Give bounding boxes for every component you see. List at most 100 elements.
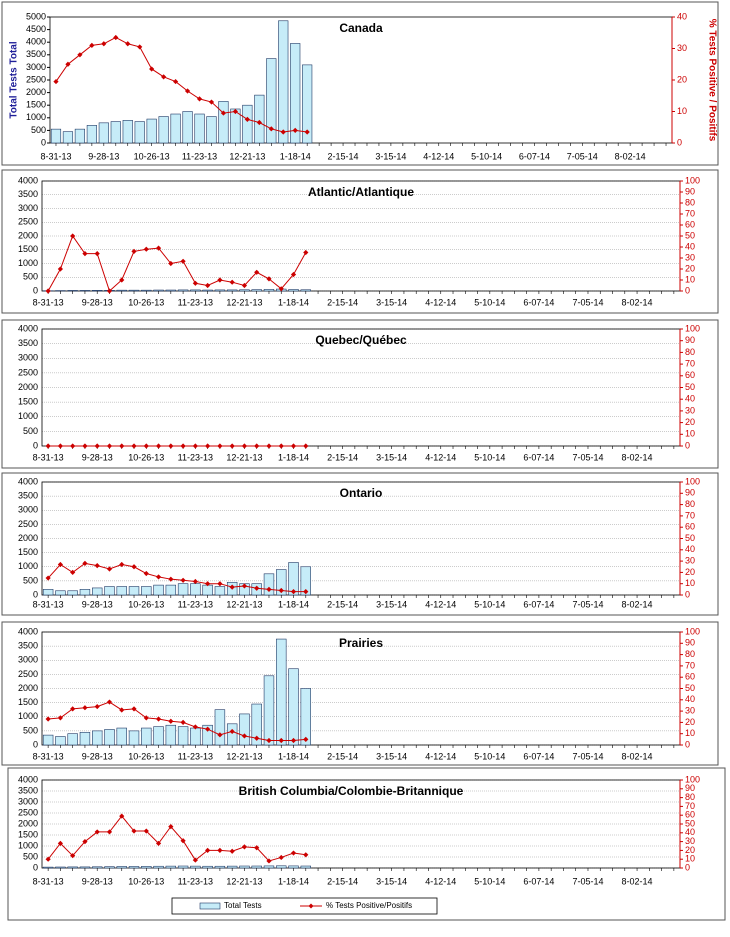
y-tick-label: 500 [23,725,38,735]
marker [57,715,64,721]
marker [131,443,137,449]
x-tick-label: 6-07-14 [523,876,554,886]
x-tick-label: 1-18-14 [278,297,309,307]
bar [55,590,66,596]
marker [229,584,235,590]
bar [239,289,250,292]
y-tick-label: 2000 [18,382,38,392]
marker [205,581,211,587]
bar [79,290,91,292]
x-tick-label: 3-15-14 [375,151,406,161]
marker [113,34,119,41]
bar [128,730,140,746]
bar [55,866,66,869]
x-tick-label: 5-10-14 [474,452,505,462]
marker [304,129,310,135]
x-tick-label: 8-02-14 [622,876,653,886]
y2-tick-label: 20 [685,845,695,855]
marker [217,847,223,853]
x-tick-label: 10-26-13 [128,297,164,307]
x-tick-label: 3-15-14 [376,751,407,761]
y-tick-label: 2500 [18,367,38,377]
marker [280,129,286,135]
y2-tick-label: 80 [685,197,695,207]
y-tick-label: 4000 [18,476,38,486]
marker [143,715,149,721]
panel-frame [1,621,719,766]
marker [161,74,167,80]
panel-frame [1,472,719,616]
y2-tick-label: 10 [685,728,695,738]
x-tick-label: 8-31-13 [33,751,64,761]
chart-title: Ontario [340,486,383,500]
bar [128,586,140,596]
x-tick-label: 8-02-14 [622,297,653,307]
bar [288,865,299,869]
marker [106,443,113,449]
legend-marker [308,903,314,909]
y2-tick-label: 100 [685,323,700,333]
marker [143,570,149,577]
marker [94,443,100,449]
marker [45,443,51,449]
bar [92,587,103,596]
y2-tick-label: 40 [685,544,695,554]
marker [106,566,113,572]
y-tick-label: 1000 [18,711,38,721]
x-tick-label: 2-15-14 [327,751,358,761]
y-tick-label: 4000 [18,323,38,333]
bar [194,113,205,144]
bar [263,865,275,869]
x-tick-label: 3-15-14 [376,297,407,307]
y2-tick-label: 100 [685,774,700,784]
marker [106,829,113,835]
marker [254,585,260,591]
marker [205,443,211,449]
x-tick-label: 8-02-14 [622,751,653,761]
chart-title: British Columbia/Colombie-Britannique [239,784,464,798]
x-tick-label: 4-12-14 [425,876,456,886]
y2-tick-label: 40 [685,694,695,704]
y2-tick-label: 90 [685,638,695,648]
x-tick-label: 4-12-14 [425,297,456,307]
marker [57,443,64,449]
marker [143,443,149,449]
y-tick-label: 2500 [18,669,38,679]
bar [79,731,91,746]
x-tick-label: 12-21-13 [226,452,262,462]
bar [206,116,217,144]
line-series [47,815,306,862]
marker [106,288,113,294]
x-tick-label: 6-07-14 [523,751,554,761]
bar [190,289,201,292]
y-tick-label: 2500 [18,519,38,529]
marker [143,246,149,252]
marker [290,443,297,449]
marker [94,703,100,710]
marker [57,266,64,272]
y2-tick-label: 90 [685,186,695,196]
y2-tick-label: 60 [685,810,695,820]
y-tick-label: 1000 [18,411,38,421]
marker [53,78,59,85]
marker [278,587,284,594]
x-tick-label: 4-12-14 [423,151,454,161]
marker [266,443,272,449]
y2-tick-label: 0 [685,589,690,599]
marker [303,249,309,256]
y-tick-label: 1000 [18,258,38,268]
bar [165,724,177,746]
y2-tick-label: 100 [685,626,700,636]
y2-tick-label: 20 [685,263,695,273]
bar [202,289,213,292]
x-tick-label: 7-05-14 [572,751,603,761]
marker [266,737,272,744]
x-tick-label: 2-15-14 [327,599,358,609]
bar [116,866,127,869]
y-tick-label: 0 [33,589,38,599]
bar [116,727,127,746]
bar [104,866,115,869]
marker [217,581,223,587]
bar [165,865,177,869]
y-tick-label: 0 [33,862,38,872]
